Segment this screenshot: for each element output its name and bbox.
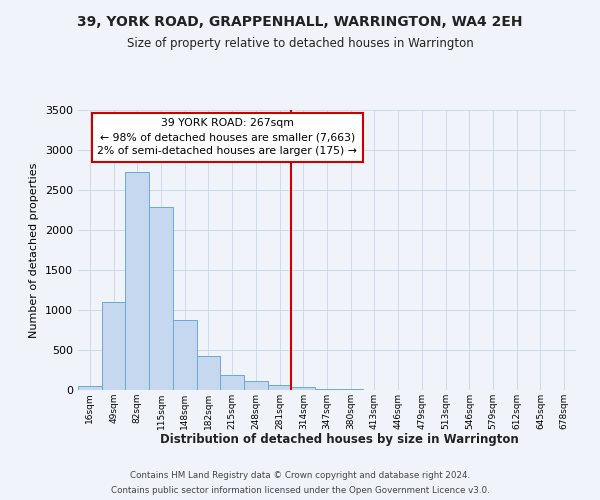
Bar [125, 172, 149, 390]
Text: 39 YORK ROAD: 267sqm
← 98% of detached houses are smaller (7,663)
2% of semi-det: 39 YORK ROAD: 267sqm ← 98% of detached h… [97, 118, 358, 156]
Bar [339, 389, 362, 390]
Bar [244, 381, 268, 390]
Text: Contains public sector information licensed under the Open Government Licence v3: Contains public sector information licen… [110, 486, 490, 495]
Bar [268, 385, 292, 390]
Bar [102, 302, 125, 390]
Bar [173, 320, 197, 390]
Text: Size of property relative to detached houses in Warrington: Size of property relative to detached ho… [127, 38, 473, 51]
Text: Contains HM Land Registry data © Crown copyright and database right 2024.: Contains HM Land Registry data © Crown c… [130, 471, 470, 480]
Bar [292, 387, 315, 390]
Bar [220, 375, 244, 390]
Text: Distribution of detached houses by size in Warrington: Distribution of detached houses by size … [160, 432, 518, 446]
Bar [197, 356, 220, 390]
Y-axis label: Number of detached properties: Number of detached properties [29, 162, 40, 338]
Bar [315, 389, 339, 390]
Bar [78, 386, 102, 390]
Text: 39, YORK ROAD, GRAPPENHALL, WARRINGTON, WA4 2EH: 39, YORK ROAD, GRAPPENHALL, WARRINGTON, … [77, 15, 523, 29]
Bar [149, 207, 173, 390]
